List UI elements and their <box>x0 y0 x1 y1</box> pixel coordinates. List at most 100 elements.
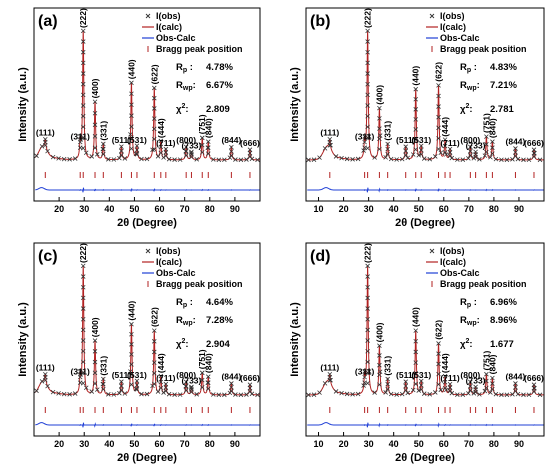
obs-point <box>158 385 164 391</box>
obs-point <box>361 148 366 153</box>
hkl-label: (111) <box>320 363 339 373</box>
obs-point <box>244 157 249 162</box>
obs-point <box>327 377 333 383</box>
obs-point <box>80 370 86 375</box>
obs-point <box>161 390 166 395</box>
obs-point <box>537 392 543 398</box>
legend-diff-label: Obs-Calc <box>156 33 196 43</box>
plot-area <box>34 28 260 193</box>
hkl-label: (311) <box>71 131 91 141</box>
x-tick-label: 90 <box>514 439 524 449</box>
obs-point <box>161 155 166 160</box>
obs-point <box>455 157 460 162</box>
obs-point <box>365 60 370 66</box>
obs-point <box>468 148 473 154</box>
obs-point <box>100 381 106 387</box>
obs-point <box>92 338 98 343</box>
obs-point <box>365 81 370 87</box>
obs-point <box>92 359 98 365</box>
obs-point <box>177 392 183 397</box>
hkl-label: (751) <box>481 113 491 133</box>
obs-point <box>362 369 367 374</box>
x-tick-label: 40 <box>389 439 399 449</box>
legend-bragg-label: Bragg peak position <box>156 44 243 54</box>
fit-statistics: Rp : 4.83% Rwp: 7.21% χ2: 2.781 <box>460 62 517 115</box>
obs-point <box>80 113 86 119</box>
obs-point <box>166 156 172 162</box>
chi2-value: 2.781 <box>490 104 514 115</box>
obs-point <box>100 146 106 152</box>
hkl-label: (800) <box>176 135 196 145</box>
rwp-value: 8.96% <box>490 315 517 326</box>
obs-point <box>394 157 399 162</box>
obs-point <box>366 369 372 374</box>
hkl-label: (511) <box>112 370 132 380</box>
obs-point <box>362 374 367 380</box>
obs-point <box>92 122 98 128</box>
obs-point <box>488 390 493 395</box>
obs-point <box>383 390 388 395</box>
obs-point <box>416 152 422 158</box>
obs-point <box>216 157 222 163</box>
obs-point <box>119 148 124 154</box>
obs-point <box>216 392 222 398</box>
obs-point <box>410 387 416 393</box>
obs-point <box>504 157 510 163</box>
obs-point <box>67 392 72 397</box>
obs-point <box>484 378 489 384</box>
obs-point <box>199 135 205 141</box>
obs-point <box>388 156 394 162</box>
rp-value: 6.96% <box>490 297 517 308</box>
obs-point <box>155 154 161 159</box>
x-tick-label: 20 <box>54 204 64 214</box>
chi2-label: χ2: <box>176 338 189 350</box>
obs-point <box>117 155 122 161</box>
obs-point <box>493 156 499 162</box>
obs-point <box>189 154 194 160</box>
fit-statistics: Rp : 4.64% Rwp: 7.28% χ2: 2.904 <box>176 297 233 350</box>
obs-point <box>43 142 48 148</box>
obs-point <box>490 139 495 144</box>
obs-point <box>377 369 383 375</box>
chi2-label: χ2: <box>176 103 189 115</box>
obs-point <box>466 391 471 396</box>
legend-bragg-label: Bragg peak position <box>440 44 527 54</box>
hkl-label: (800) <box>176 370 196 380</box>
obs-point <box>205 145 211 150</box>
legend-obs-label: I(obs) <box>156 11 181 21</box>
x-tick-label: 30 <box>364 204 374 214</box>
hkl-label: (444) <box>156 118 166 138</box>
hkl-label: (622) <box>434 320 444 340</box>
obs-point <box>366 134 372 139</box>
legend-obs-label: I(obs) <box>156 246 181 256</box>
plot-frame <box>33 7 261 202</box>
obs-point <box>383 155 388 160</box>
x-tick-label: 80 <box>489 204 499 214</box>
obs-point <box>92 349 98 354</box>
obs-point <box>521 392 526 398</box>
obs-point <box>56 391 61 396</box>
obs-point <box>432 390 438 395</box>
obs-point <box>350 392 355 397</box>
obs-point <box>444 152 449 157</box>
obs-point <box>449 155 455 161</box>
obs-point <box>129 372 134 377</box>
obs-point <box>229 149 234 154</box>
hkl-label: (444) <box>440 117 450 137</box>
obs-point <box>436 371 441 377</box>
obs-point <box>244 392 249 397</box>
obs-point <box>436 125 441 131</box>
x-tick-label: 50 <box>129 204 139 214</box>
y-axis-title: Intensity (a.u.) <box>17 302 29 377</box>
obs-point <box>436 341 441 346</box>
hkl-label: (844) <box>221 371 241 381</box>
obs-point <box>144 391 150 397</box>
obs-point <box>150 147 155 153</box>
obs-point <box>447 150 453 155</box>
obs-point <box>499 157 504 163</box>
x-tick-label: 90 <box>514 204 524 214</box>
obs-point <box>447 381 453 387</box>
obs-point <box>418 382 424 388</box>
